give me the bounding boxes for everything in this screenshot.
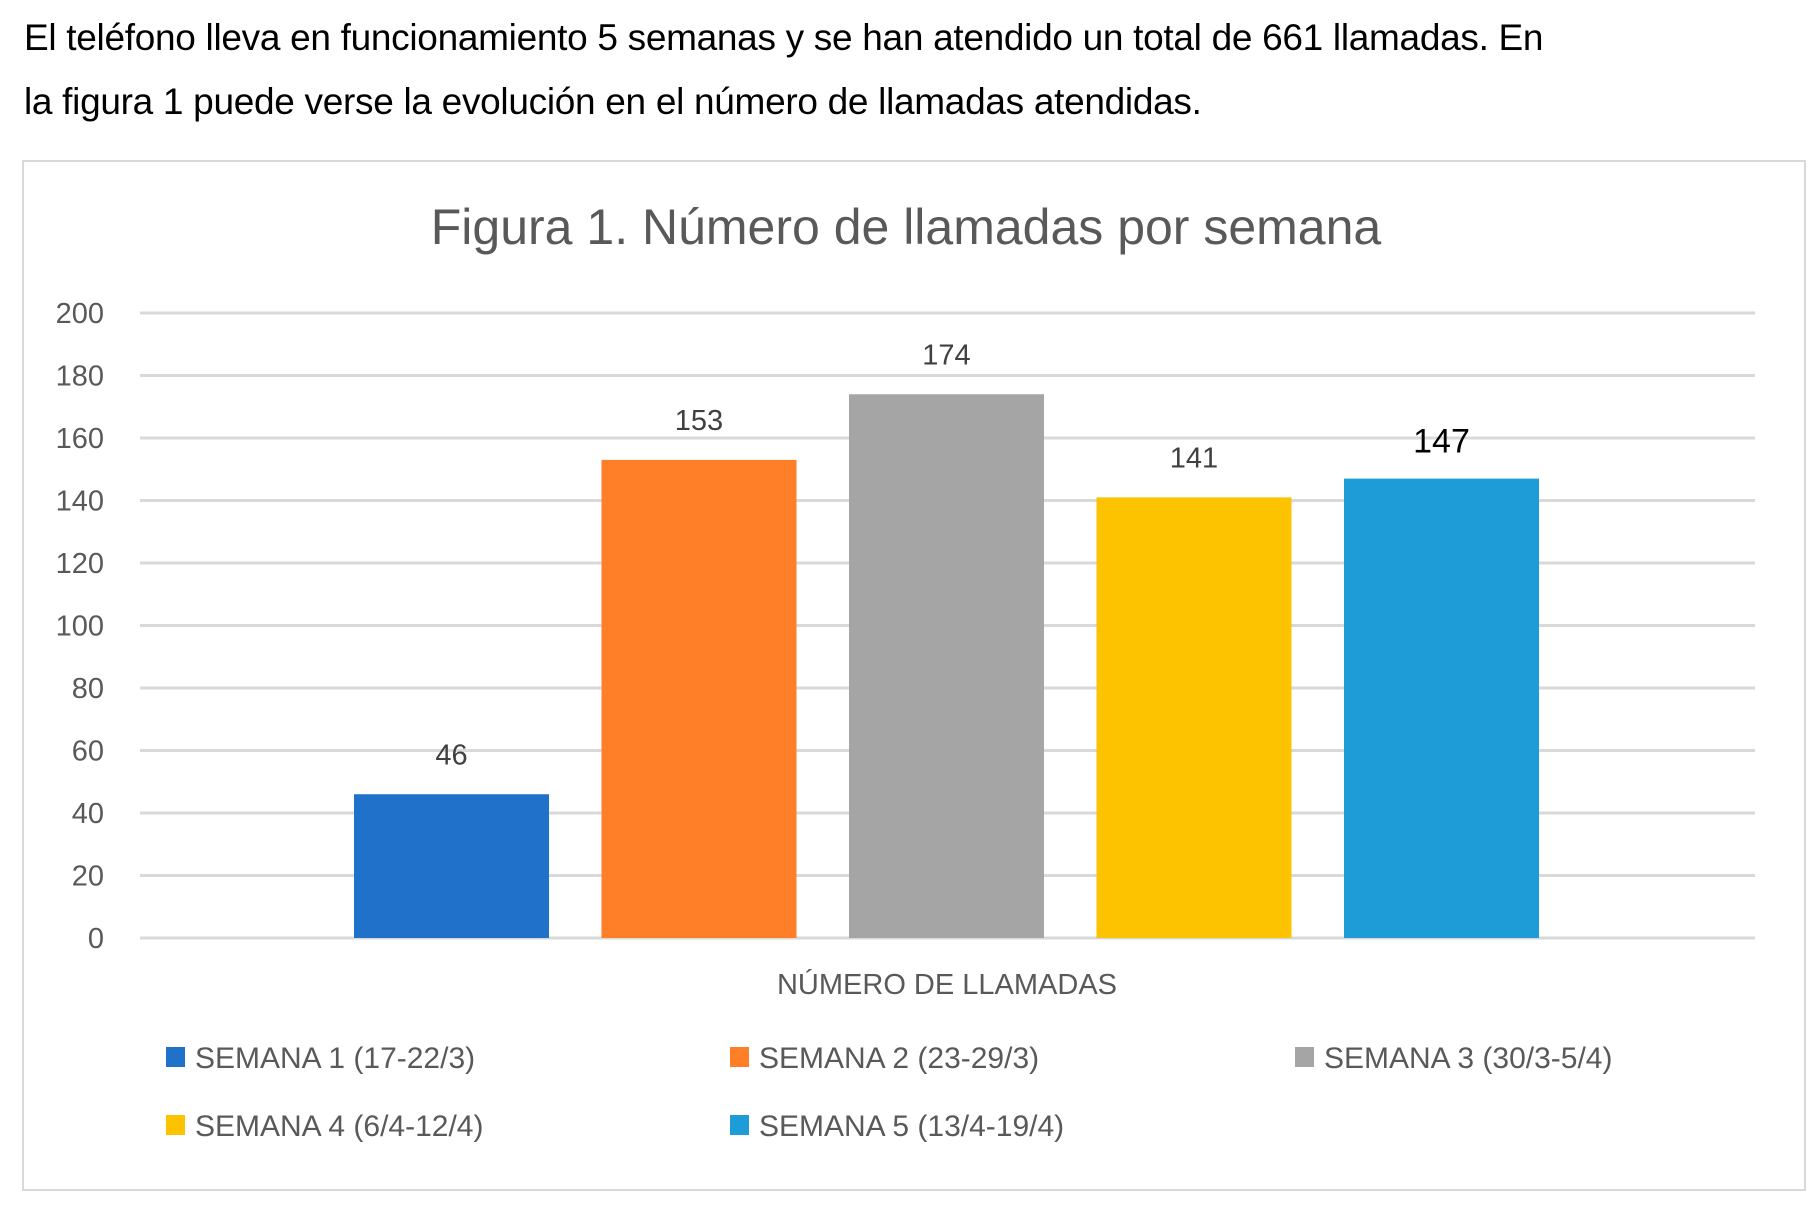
legend-swatch bbox=[730, 1115, 749, 1135]
data-label: 147 bbox=[1413, 423, 1470, 461]
data-label: 174 bbox=[922, 339, 970, 371]
data-label: 153 bbox=[675, 405, 723, 437]
bar-semana-4 bbox=[1096, 497, 1292, 938]
y-tick-label: 160 bbox=[56, 423, 104, 455]
y-tick-label: 180 bbox=[56, 361, 104, 393]
legend-swatch bbox=[166, 1115, 185, 1135]
legend-item: SEMANA 2 (23-29/3) bbox=[730, 1042, 1039, 1075]
legend-label: SEMANA 4 (6/4-12/4) bbox=[195, 1110, 483, 1143]
y-tick-label: 140 bbox=[56, 486, 104, 518]
bars bbox=[354, 394, 1539, 938]
data-labels: 46 153 174 141 147 bbox=[435, 339, 1470, 771]
bar-semana-1 bbox=[354, 794, 549, 938]
y-tick-label: 200 bbox=[56, 298, 104, 330]
x-axis-label: NÚMERO DE LLAMADAS bbox=[777, 968, 1117, 1001]
intro-line-1: El teléfono lleva en funcionamiento 5 se… bbox=[24, 17, 1544, 58]
legend: SEMANA 1 (17-22/3) SEMANA 2 (23-29/3) SEMA… bbox=[166, 1042, 1612, 1143]
y-tick-label: 100 bbox=[56, 611, 104, 643]
y-tick-label: 40 bbox=[72, 798, 104, 830]
y-tick-label: 20 bbox=[72, 861, 104, 893]
legend-item: SEMANA 4 (6/4-12/4) bbox=[166, 1110, 483, 1143]
data-label: 141 bbox=[1170, 442, 1218, 474]
y-tick-label: 60 bbox=[72, 736, 104, 768]
legend-label: SEMANA 3 (30/3-5/4) bbox=[1324, 1042, 1612, 1075]
bar-semana-3 bbox=[849, 394, 1044, 938]
legend-item: SEMANA 5 (13/4-19/4) bbox=[730, 1110, 1064, 1143]
legend-label: SEMANA 5 (13/4-19/4) bbox=[759, 1110, 1064, 1143]
intro-line-2: la figura 1 puede verse la evolución en … bbox=[24, 81, 1202, 122]
y-tick-label: 120 bbox=[56, 548, 104, 580]
y-tick-label: 80 bbox=[72, 673, 104, 705]
legend-item: SEMANA 3 (30/3-5/4) bbox=[1295, 1042, 1612, 1075]
chart-title: Figura 1. Número de llamadas por semana bbox=[431, 199, 1382, 255]
y-tick-label: 0 bbox=[88, 923, 104, 955]
y-axis-ticks: 0 20 40 60 80 100 120 140 160 180 200 bbox=[56, 298, 104, 955]
legend-swatch bbox=[730, 1047, 749, 1067]
bar-semana-5 bbox=[1344, 478, 1539, 938]
legend-swatch bbox=[166, 1047, 185, 1067]
bar-semana-2 bbox=[601, 459, 797, 938]
data-label: 46 bbox=[435, 739, 467, 771]
legend-item: SEMANA 1 (17-22/3) bbox=[166, 1042, 475, 1075]
intro-paragraph: El teléfono lleva en funcionamiento 5 se… bbox=[24, 6, 1809, 134]
legend-label: SEMANA 1 (17-22/3) bbox=[195, 1042, 475, 1075]
legend-swatch bbox=[1295, 1047, 1314, 1067]
legend-label: SEMANA 2 (23-29/3) bbox=[759, 1042, 1039, 1075]
